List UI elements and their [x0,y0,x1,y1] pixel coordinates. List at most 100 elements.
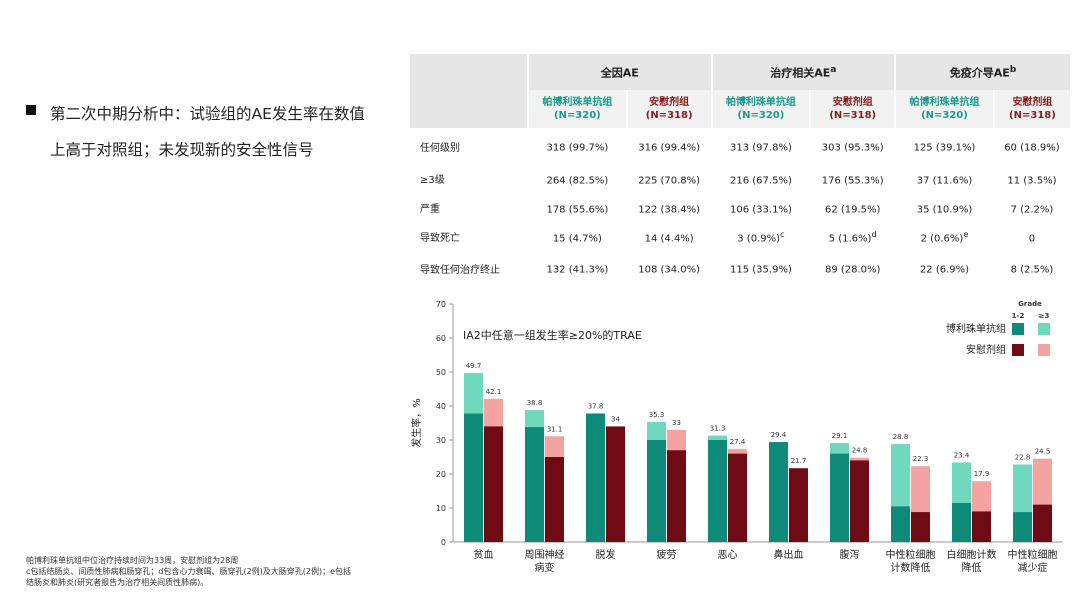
y-tick-label: 50 [436,368,446,377]
bar-grade-3-plus [484,426,503,542]
bar-value-label: 28.8 [893,433,909,441]
table-cell: 313 (97.8%) [730,142,792,154]
row-label: 导致死亡 [420,233,460,244]
legend-swatch-grade-3-plus [1012,323,1024,335]
table-cell: 35 (10.9%) [916,204,973,216]
x-tick-label: 中性粒细胞 [886,548,936,561]
bar-grade-3-plus [728,453,747,542]
x-tick-label: 周围神经 [525,548,565,561]
chart-title: IA2中任意一组发生率≥20%的TRAE [463,328,642,342]
x-tick-label: 脱发 [596,548,616,561]
bullet-square-icon [26,105,36,115]
bar-grade-3-plus [911,512,930,542]
bar-value-label: 42.1 [486,388,502,396]
table-cell: 216 (67.5%) [730,175,792,187]
table-cell: 8 (2.5%) [1010,264,1054,276]
bar-grade-1-2 [728,448,747,454]
y-tick-label: 60 [436,334,446,343]
legend-title: Grade [1018,300,1042,308]
arm-header: 帕博利珠单抗组 (N=320) [527,90,627,128]
bar-value-label: 29.4 [771,431,787,439]
bar-value-label: 17.9 [974,470,990,478]
table-cell: 62 (19.5%) [824,204,881,216]
arm-header: 安慰剂组 (N=318) [992,90,1070,128]
y-tick-label: 0 [441,538,446,547]
table-cell: 22 (6.9%) [919,264,970,276]
bar-grade-3-plus [952,502,971,542]
table-cell: 0 [1028,233,1036,245]
bar-value-label: 22.8 [1015,453,1031,461]
trae-chart: 0 10 20 30 40 50 60 70 发生率，% IA2中任意一组发生率≥20%的TRAE… [405,296,1075,586]
summary-bullet: 第二次中期分析中：试验组的AE发生率在数值 上高于对照组；未发现新的安全性信号 [26,96,396,168]
table-cell: 108 (34.0%) [638,264,701,276]
table-cell: 303 (95.3%) [821,142,884,154]
bar-value-label: 38.8 [527,399,543,407]
footnote-line: c包括结肠炎、间质性肺病和肠穿孔；d包含心力衰竭、肠穿孔(2例)及大肠穿孔(2例… [26,567,352,576]
table-cell: 125 (39.1%) [913,142,976,154]
group-header-treatment-related: 治疗相关AEa [710,54,896,90]
bar-grade-1-2 [525,410,544,428]
table-cell: 11 (3.5%) [1007,175,1057,187]
bar-grade-1-2 [464,373,483,414]
bar-grade-3-plus [464,413,483,542]
x-tick-label: 疲劳 [657,548,677,561]
legend-swatch-grade-1-2 [1038,344,1050,356]
summary-text: 第二次中期分析中：试验组的AE发生率在数值 上高于对照组；未发现新的安全性信号 [50,105,365,159]
x-tick-label: 贫血 [474,548,494,561]
legend-grade-label: 1-2 [1012,312,1025,320]
bar-grade-3-plus [647,440,666,542]
table-cell: 2 (0.6%)e [920,228,969,245]
bar-grade-3-plus [667,450,686,542]
table-cell: 115 (35.9%) [730,264,792,276]
table-cell: 316 (99.4%) [638,142,701,154]
bar-value-label: 49.7 [466,362,482,370]
arm-header: 帕博利珠单抗组 (N=320) [710,90,811,128]
bar-grade-1-2 [545,436,564,457]
bar-grade-3-plus [830,453,849,542]
bar-grade-3-plus [1033,504,1052,542]
bar-grade-3-plus [789,468,808,542]
legend-swatch-grade-1-2 [1038,323,1050,335]
arm-header: 安慰剂组 (N=318) [809,90,896,128]
bar-grade-3-plus [525,427,544,542]
table-cell: 264 (82.5%) [546,175,609,187]
table-cell: 3 (0.9%)c [737,228,785,245]
trae-bar-chart: 0 10 20 30 40 50 60 70 发生率，% IA2中任意一组发生率≥20%的TRAE… [410,300,1063,574]
table-row: 任何级别 318 (99.7%) 316 (99.4%) 313 (97.8%)… [410,128,1070,164]
y-tick-label: 10 [436,504,446,513]
x-tick-label: 鼻出血 [774,548,804,561]
table-cell: 225 (70.8%) [638,175,701,187]
row-label: 导致任何治疗终止 [420,264,500,276]
bar-value-label: 29.1 [832,432,848,440]
footnote: 帕博利珠单抗组中位治疗持续时间为33周，安慰剂组为28周 c包括结肠炎、间质性肺… [26,555,396,588]
bar-grade-1-2 [911,466,930,513]
x-tick-label: 恶心 [718,549,738,561]
bar-grade-1-2 [647,421,666,440]
bar-grade-3-plus [850,460,869,542]
x-tick-label: 中性粒细胞 [1008,548,1058,561]
table-cell: 122 (38.4%) [638,204,701,216]
bar-value-label: 24.8 [852,447,868,455]
x-tick-label: 降低 [962,561,982,574]
legend-entry-label: 博利珠单抗组 [946,322,1006,335]
table-corner [410,54,528,90]
y-tick-label: 70 [436,300,446,309]
table-cell: 176 (55.3%) [821,175,884,187]
group-header-all-cause: 全因AE [527,54,712,90]
legend-entry-label: 安慰剂组 [966,343,1006,356]
bar-grade-1-2 [484,398,503,427]
bar-grade-1-2 [952,462,971,503]
table-cell: 15 (4.7%) [552,233,602,245]
table-row: 导致死亡 15 (4.7%) 14 (4.4%) 3 (0.9%)c 5 (1.… [410,222,1070,251]
table-cell: 37 (11.6%) [916,175,973,187]
bar-grade-3-plus [769,442,788,542]
table-arm-header-row: 帕博利珠单抗组 (N=320) 安慰剂组 (N=318) 帕博利珠单抗组 (N=320… [410,90,1070,128]
bar-value-label: 35.3 [649,411,665,419]
table-row: ≥3级 264 (82.5%) 225 (70.8%) 216 (67.5%) … [410,164,1070,193]
bar-value-label: 34 [611,415,620,423]
bar-grade-3-plus [891,506,910,542]
x-tick-label: 病变 [535,561,555,574]
y-tick-label: 40 [436,402,446,411]
x-tick-label: 计数降低 [891,561,931,574]
table-group-header-row: 全因AE 治疗相关AEa 免疫介导AEb [410,54,1070,90]
